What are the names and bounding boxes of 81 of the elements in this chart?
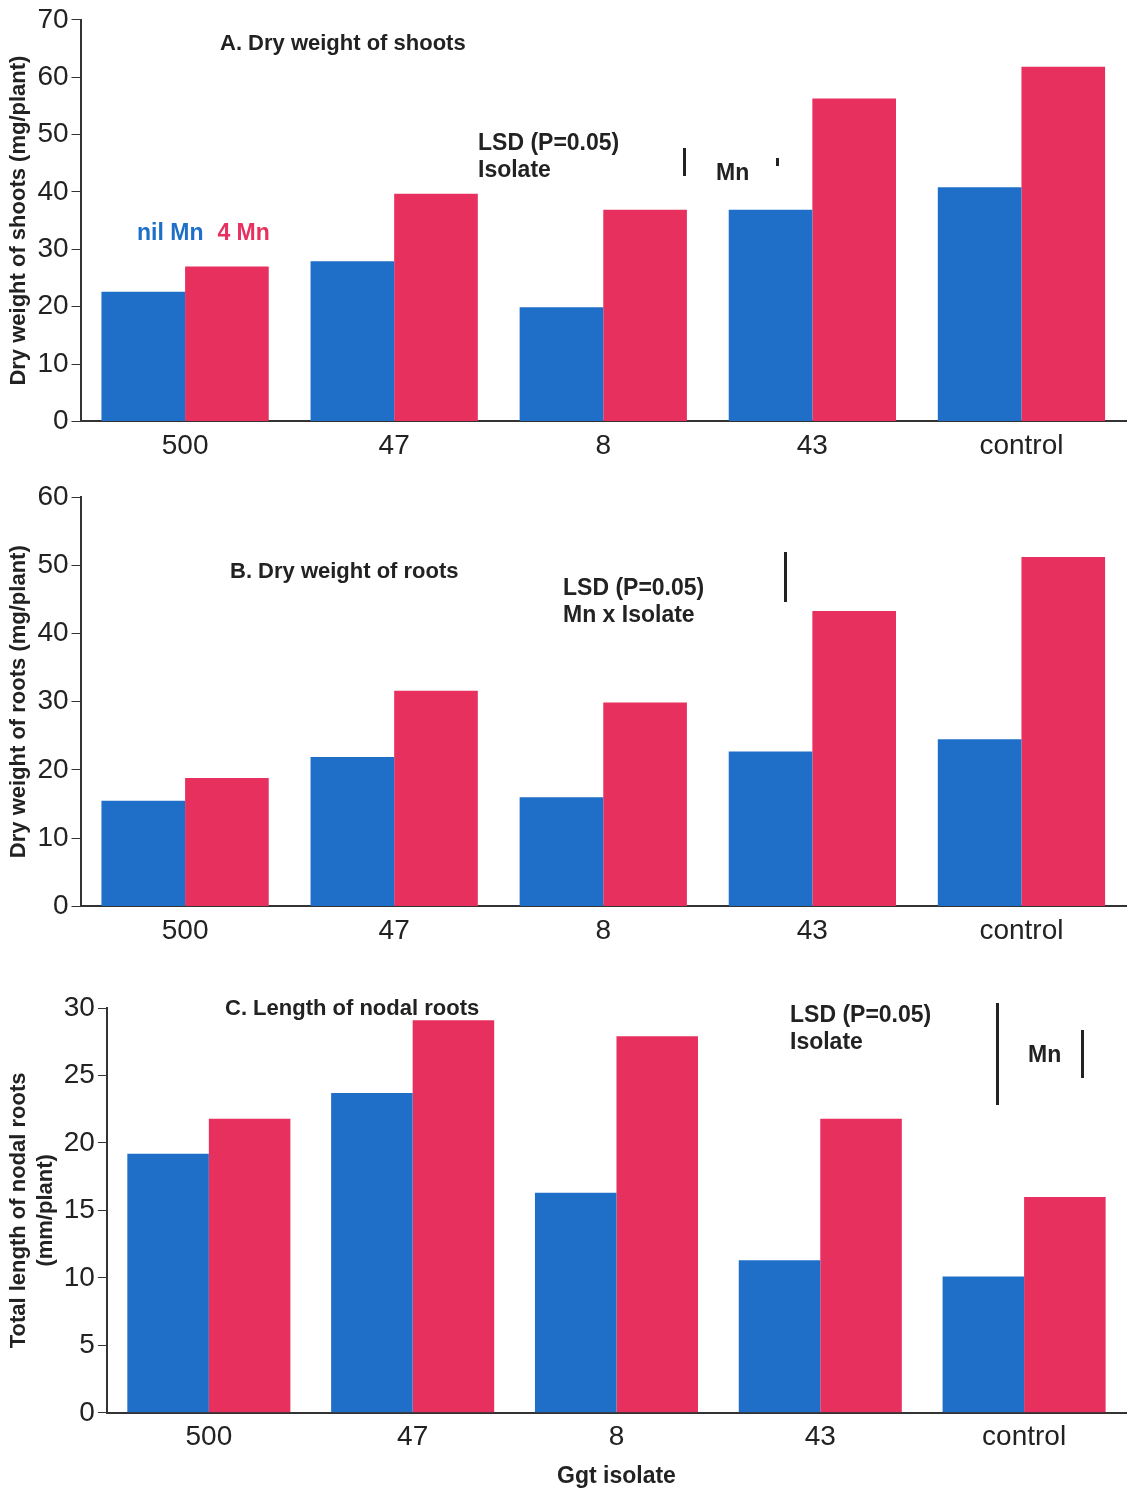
bar [101, 800, 186, 906]
bar [331, 1093, 413, 1413]
x-tick-label: 8 [608, 1420, 625, 1452]
y-tick-label: 30 [37, 232, 69, 263]
text: nil Mn [137, 219, 204, 245]
y-tick-label: 40 [37, 174, 69, 206]
y-tick-label: 50 [37, 117, 69, 149]
y-tick-label: 25 [63, 1058, 95, 1090]
bar [1021, 557, 1106, 906]
bar [534, 1192, 617, 1413]
x-tick-label: 47 [378, 428, 410, 460]
bar [394, 193, 478, 421]
x-tick-label: 8 [595, 428, 612, 460]
y-tick-label: 0 [52, 404, 69, 436]
bar [185, 778, 269, 906]
bar [519, 797, 604, 906]
bar [412, 1020, 495, 1413]
bar [1021, 66, 1106, 421]
y-axis-title: Dry weight of roots (mg/plant) [5, 545, 31, 859]
bar [394, 690, 478, 906]
y-tick-label: 10 [63, 1260, 95, 1292]
x-tick-label: control [979, 913, 1064, 945]
y-tick-label: 20 [63, 1125, 95, 1157]
y-tick-label: 0 [52, 889, 69, 921]
y-tick-label: 20 [37, 289, 69, 321]
y-tick-label: 70 [37, 2, 69, 34]
bar [937, 739, 1022, 906]
bar [310, 261, 395, 421]
x-tick-label: 500 [161, 913, 209, 945]
annotation: Mn [1028, 1041, 1062, 1067]
x-tick-label: 43 [796, 428, 828, 460]
bar [820, 1118, 902, 1413]
x-tick-label: 500 [161, 428, 209, 460]
y-tick-label: 15 [63, 1193, 95, 1225]
bar [185, 266, 269, 421]
y-tick-label: 20 [37, 752, 69, 784]
x-tick-label: control [979, 428, 1064, 460]
x-tick-label: 47 [397, 1420, 429, 1452]
bar [728, 751, 813, 906]
y-axis-title: Dry weight of shoots (mg/plant) [5, 55, 31, 386]
text: B. Dry weight of roots [230, 558, 459, 583]
y-tick-label: 60 [37, 59, 69, 91]
x-tick-label: control [982, 1420, 1067, 1452]
bar [603, 209, 687, 421]
text: A. Dry weight of shoots [220, 30, 466, 55]
series-label: 4 Mn [217, 219, 270, 245]
bar [519, 307, 604, 421]
y-tick-label: 5 [79, 1328, 95, 1360]
bar [937, 187, 1022, 421]
y-tick-label: 40 [37, 616, 69, 648]
x-tick-label: 47 [378, 913, 410, 945]
bar [738, 1260, 821, 1413]
x-tick-label: 43 [796, 913, 828, 945]
bar [101, 291, 186, 421]
bar [616, 1036, 698, 1413]
bar [1024, 1196, 1106, 1413]
bar [603, 702, 687, 906]
y-tick-label: 60 [37, 479, 69, 511]
x-tick-label: 8 [595, 913, 612, 945]
chart-title: C. Length of nodal roots [225, 995, 480, 1020]
bar [127, 1153, 209, 1413]
x-axis-title: Ggt isolate [557, 1461, 676, 1488]
y-tick-label: 10 [37, 346, 69, 378]
bar [942, 1276, 1025, 1413]
y-tick-label: 0 [79, 1395, 95, 1427]
bar [812, 610, 896, 906]
annotation: LSD (P=0.05) Mn x Isolate [563, 574, 705, 627]
annotation: LSD (P=0.05) Isolate [790, 1001, 932, 1054]
y-tick-label: 30 [37, 684, 69, 716]
y-axis-title: Total length of nodal roots (mm/plant) [5, 1072, 57, 1349]
bar [728, 209, 813, 421]
bar [812, 98, 896, 421]
x-tick-label: 500 [185, 1420, 233, 1452]
bar [208, 1118, 291, 1413]
bar [310, 756, 395, 906]
y-tick-label: 10 [37, 820, 69, 852]
y-tick-label: 50 [37, 547, 69, 579]
annotation: LSD (P=0.05) Isolate [478, 129, 620, 182]
annotation: Mn [716, 159, 750, 185]
y-tick-label: 30 [63, 990, 95, 1022]
x-tick-label: 43 [804, 1420, 836, 1452]
